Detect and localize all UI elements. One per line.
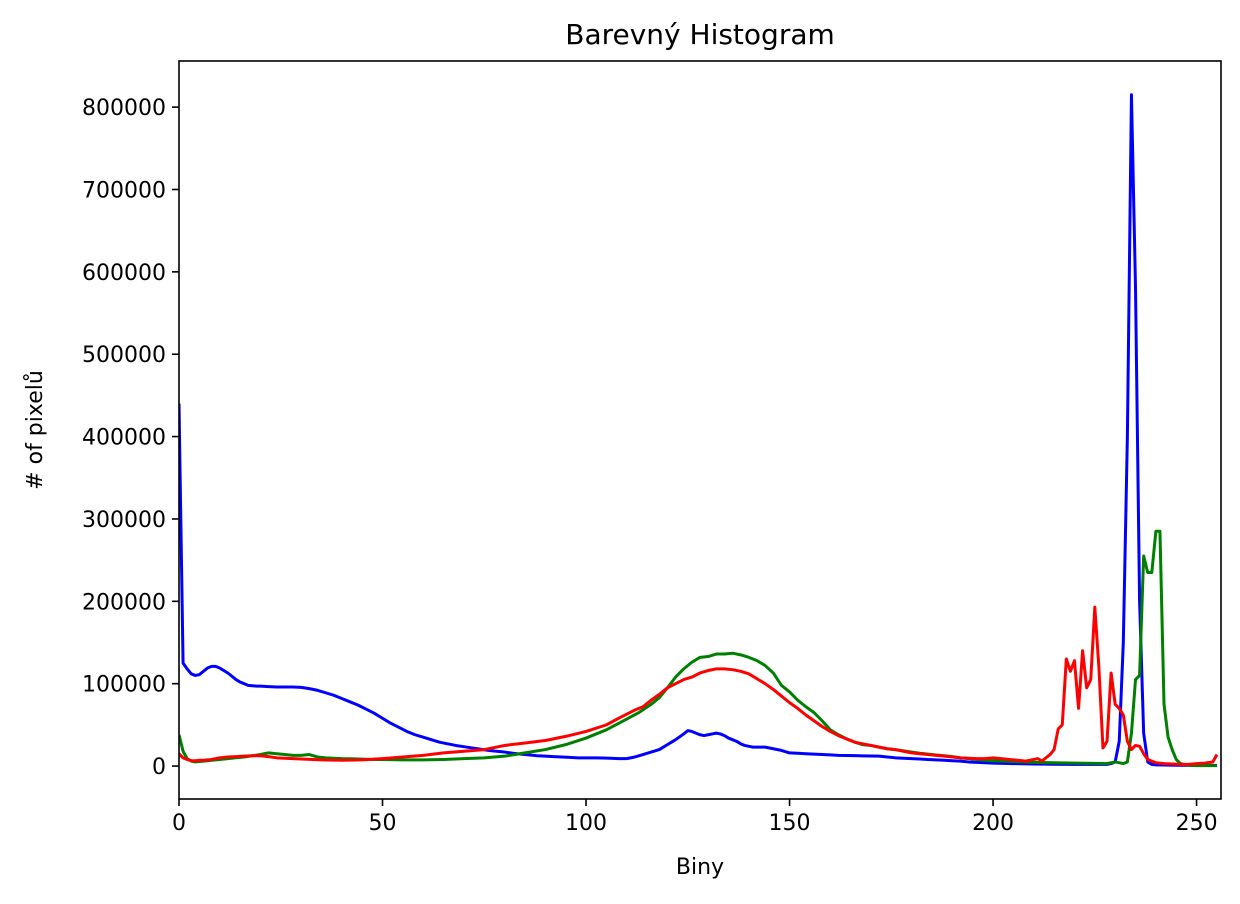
green-channel-line xyxy=(179,529,1217,768)
x-axis: 0 50 100 150 200 250 xyxy=(172,799,1218,836)
blue-channel-line xyxy=(179,93,1217,767)
x-tick-label: 250 xyxy=(1176,811,1218,836)
y-tick-label: 500000 xyxy=(82,343,166,368)
x-tick-label: 0 xyxy=(172,811,186,836)
y-tick-label: 0 xyxy=(152,755,166,780)
plot-frame xyxy=(178,60,1222,800)
y-tick-label: 200000 xyxy=(82,590,166,615)
chart-title: Barevný Histogram xyxy=(565,18,835,51)
y-tick-label: 400000 xyxy=(82,426,166,451)
x-axis-label: Biny xyxy=(676,855,724,880)
x-tick-label: 100 xyxy=(565,811,607,836)
series-group xyxy=(179,93,1219,768)
y-tick-label: 600000 xyxy=(82,261,166,286)
y-tick-label: 800000 xyxy=(82,96,166,121)
y-tick-label: 100000 xyxy=(82,673,166,698)
x-tick-label: 200 xyxy=(972,811,1014,836)
y-tick-label: 700000 xyxy=(82,178,166,203)
y-axis-label: # of pixelů xyxy=(23,370,48,490)
y-tick-label: 300000 xyxy=(82,508,166,533)
x-tick-label: 50 xyxy=(369,811,397,836)
red-channel-line xyxy=(179,605,1219,766)
y-axis: 0 100000 200000 300000 400000 500000 600000 700… xyxy=(82,96,179,780)
x-tick-label: 150 xyxy=(769,811,811,836)
